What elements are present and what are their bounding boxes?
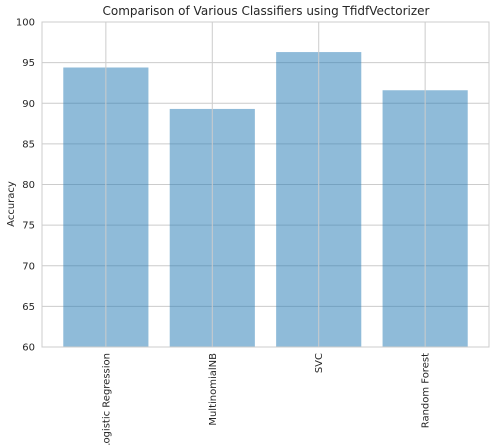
y-tick-label: 80 [22,180,35,191]
y-tick-label: 100 [16,18,35,29]
y-tick-label: 90 [22,99,35,110]
y-tick-label: 95 [22,58,35,69]
x-gridlines [105,22,426,347]
x-tick-label: SVC [314,353,325,373]
x-tick-label: MultinomialNB [208,353,219,426]
bars [63,52,468,347]
y-tick-label: 70 [22,261,35,272]
x-tick-labels: Logistic Regression MultinomialNB SVC Rando… [101,353,431,445]
y-tick-label: 75 [22,221,35,232]
chart-title: Comparison of Various Classifiers using … [103,4,430,18]
y-tick-label: 85 [22,139,35,150]
y-tick-labels: 60 65 70 75 80 85 90 95 100 [16,18,35,354]
x-tick-label: Random Forest [421,353,432,428]
y-tick-label: 60 [22,343,35,354]
plot-frame [41,21,490,348]
y-axis-label: Accuracy [6,181,17,227]
y-tick-label: 65 [22,302,35,313]
x-tick-label: Logistic Regression [101,353,112,445]
